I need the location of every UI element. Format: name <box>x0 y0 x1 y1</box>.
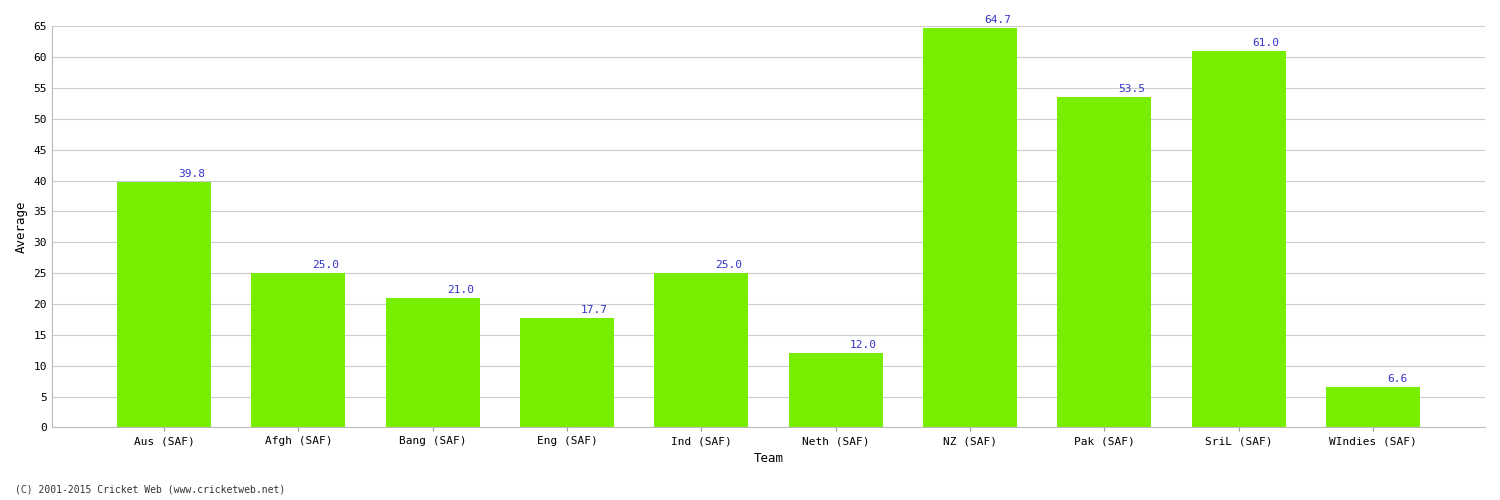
Bar <box>789 354 882 428</box>
Text: 53.5: 53.5 <box>1119 84 1146 94</box>
Bar <box>520 318 614 428</box>
Bar <box>117 182 212 428</box>
Text: 25.0: 25.0 <box>716 260 742 270</box>
Bar <box>1191 51 1286 428</box>
Text: 17.7: 17.7 <box>580 305 608 315</box>
Bar <box>1058 97 1150 428</box>
X-axis label: Team: Team <box>753 452 783 465</box>
Text: (C) 2001-2015 Cricket Web (www.cricketweb.net): (C) 2001-2015 Cricket Web (www.cricketwe… <box>15 485 285 495</box>
Bar <box>654 273 748 428</box>
Text: 64.7: 64.7 <box>984 15 1011 25</box>
Text: 61.0: 61.0 <box>1252 38 1280 48</box>
Text: 12.0: 12.0 <box>849 340 876 350</box>
Text: 6.6: 6.6 <box>1388 374 1407 384</box>
Text: 25.0: 25.0 <box>312 260 339 270</box>
Bar <box>1326 386 1420 428</box>
Bar <box>386 298 480 428</box>
Text: 21.0: 21.0 <box>447 284 474 294</box>
Bar <box>252 273 345 428</box>
Text: 39.8: 39.8 <box>178 168 206 178</box>
Y-axis label: Average: Average <box>15 200 28 253</box>
Bar <box>922 28 1017 427</box>
